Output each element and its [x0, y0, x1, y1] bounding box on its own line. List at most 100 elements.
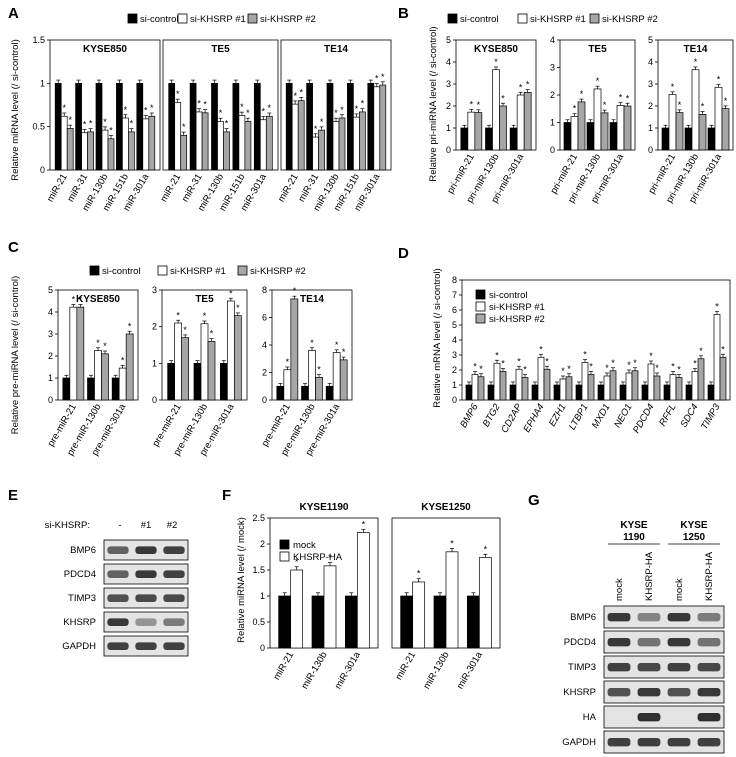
panel-a-subplot: TE5**miR-21* *miR-31**miR-130b**miR-151b*… — [158, 39, 279, 213]
panel-c-subplot: TE50123**pre-miR-21**pre-miR-130b**pre-m… — [150, 285, 248, 458]
panel-d-bar — [647, 363, 655, 401]
panel-d-significance-asterisk: * — [539, 344, 543, 354]
panel-d-tick-label: 1 — [452, 380, 457, 390]
panel-d-significance-asterisk: * — [699, 346, 703, 356]
panel-a-bar — [326, 82, 334, 171]
panel-c-title: TE14 — [300, 294, 324, 305]
panel-d-category-label: MXD1 — [590, 402, 613, 430]
panel-c-significance-asterisk: * — [128, 321, 132, 331]
panel-g-row-label: TIMP3 — [568, 662, 596, 673]
panel-c-bar — [290, 298, 299, 401]
panel-f-legend-swatch — [279, 551, 290, 562]
panel-b-bar — [586, 122, 595, 151]
panel-c-tick-label: 0 — [152, 395, 157, 405]
panel-g-strip — [603, 655, 725, 679]
panel-b-significance-asterisk: * — [626, 93, 630, 103]
panel-d-bar — [697, 358, 705, 401]
panel-b-tick-label: 2 — [446, 101, 451, 111]
panel-a-legend-swatch — [127, 13, 138, 24]
panel-b-tick-label: 4 — [550, 35, 555, 45]
panel-b-tick-label: 1 — [550, 118, 555, 128]
panel-a-bar — [353, 116, 360, 171]
panel-b-significance-asterisk: * — [671, 82, 675, 92]
panel-e-band — [135, 642, 157, 650]
panel-a-significance-asterisk: * — [240, 102, 244, 112]
panel-b-bar — [698, 114, 707, 151]
panel-a-tick-label: 0 — [40, 165, 45, 175]
panel-a-bar — [318, 129, 325, 171]
panel-d-bar — [603, 375, 611, 401]
panel-b-bar — [492, 69, 500, 151]
panel-e-band — [163, 570, 185, 578]
panel-g-band — [637, 638, 661, 647]
panel-d-bar — [625, 372, 633, 401]
panel-c-bar — [174, 322, 183, 401]
panel-g-band — [607, 688, 631, 697]
panel-c-label: C — [8, 239, 19, 256]
panel-b-bar — [516, 94, 525, 151]
panel-b-bar — [570, 116, 579, 151]
panel-f-ylabel: Relative miRNA level (/ mock) — [236, 517, 247, 643]
panel-d-bar — [663, 384, 671, 401]
panel-b-significance-asterisk: * — [519, 82, 523, 92]
panel-f-bar — [445, 551, 459, 649]
panel-d-category-label: PDCD4 — [631, 402, 657, 435]
panel-d-bar — [553, 384, 561, 401]
panel-b-tick-label: 5 — [446, 35, 451, 45]
panel-b-title: TE5 — [588, 44, 607, 55]
panel-g-strip — [603, 630, 725, 654]
panel-a-legend-swatch — [247, 13, 258, 24]
panel-a-bar — [75, 82, 82, 171]
panel-e-band — [163, 546, 185, 554]
panel-c-bar — [101, 353, 109, 401]
panel-f-category-label: miR-301a — [455, 649, 485, 691]
panel-c-tick-label: 4 — [48, 307, 53, 317]
panel-b-tick-label: 3 — [550, 63, 555, 73]
panel-c-bar — [111, 377, 120, 401]
panel-a-bar — [101, 129, 109, 171]
panel-c-tick-label: 5 — [48, 285, 53, 295]
panel-f-category-label: miR-301a — [333, 649, 363, 691]
panel-c-bar — [308, 350, 316, 401]
panel-b-bar — [474, 112, 483, 151]
panel-f-significance-asterisk: * — [450, 539, 454, 549]
panel-f-title: KYSE1250 — [421, 502, 471, 513]
panel-d-bar — [515, 368, 523, 401]
panel-e-row-label: GAPDH — [62, 641, 96, 652]
panel-d-significance-asterisk: * — [693, 359, 697, 369]
panel-g-group-label: 1190 — [623, 532, 645, 543]
panel-f-label: F — [222, 487, 231, 504]
panel-d-bar — [653, 375, 661, 401]
panel-a-subplot: TE14* *miR-21**miR-31* *miR-130b**miR-151b… — [276, 39, 392, 213]
panel-a-significance-asterisk: * — [320, 117, 324, 127]
panel-a-significance-asterisk: * — [109, 126, 113, 136]
panel-b-legend-swatch — [447, 13, 458, 24]
panel-e-band — [163, 618, 185, 626]
panel-b-significance-asterisk: * — [619, 93, 623, 103]
panel-c-significance-asterisk: * — [203, 311, 207, 321]
panel-d-bar — [691, 371, 699, 401]
panel-b-ylabel: Relative pri-miRNA level (/ si-control) — [428, 26, 439, 181]
panel-g-band — [697, 663, 721, 672]
panel-a-bar — [373, 86, 381, 171]
panel-e-band — [135, 570, 157, 578]
panel-c-significance-asterisk: * — [176, 310, 180, 320]
panel-b-significance-asterisk: * — [701, 102, 705, 112]
panel-a-bar — [142, 118, 150, 171]
panel-g-lane-label: mock — [614, 578, 625, 601]
panel-b-tick-label: 0 — [550, 145, 555, 155]
panel-b-bar — [509, 127, 518, 151]
panel-f-category-label: miR-21 — [393, 650, 418, 682]
panel-f-tick-label: 0.5 — [252, 617, 265, 627]
panel-c-bar — [207, 340, 216, 401]
panel-b-bar — [691, 69, 700, 151]
panel-c-legend-label: si-KHSRP #1 — [170, 266, 226, 277]
panel-g-row-label: GAPDH — [562, 737, 596, 748]
panel-g-group-label: KYSE — [680, 520, 708, 531]
panel-c-bar — [94, 350, 102, 401]
panel-f-category-label: miR-21 — [271, 650, 296, 682]
panel-a-significance-asterisk: * — [62, 103, 66, 113]
panel-b-significance-asterisk: * — [580, 89, 584, 99]
panel-d-legend-swatch — [475, 313, 486, 324]
